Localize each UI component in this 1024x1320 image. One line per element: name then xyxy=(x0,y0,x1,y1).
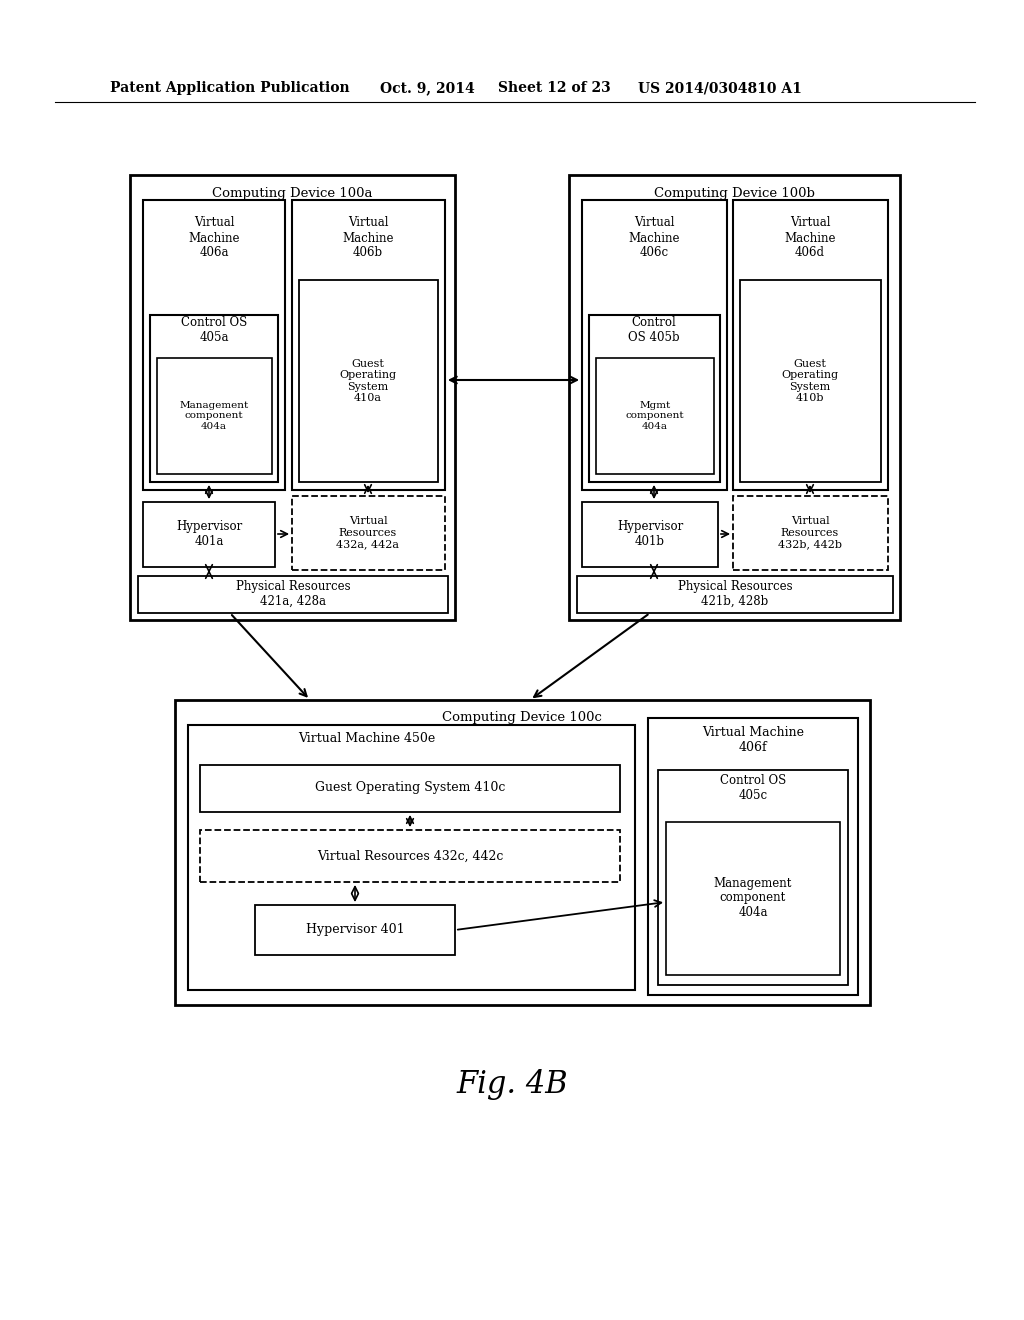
Text: Physical Resources
421a, 428a: Physical Resources 421a, 428a xyxy=(236,579,350,609)
Text: Fig. 4B: Fig. 4B xyxy=(456,1069,568,1101)
Text: Guest
Operating
System
410b: Guest Operating System 410b xyxy=(781,359,839,404)
Bar xyxy=(299,280,438,482)
Bar xyxy=(143,502,275,568)
Text: Virtual Machine 450e: Virtual Machine 450e xyxy=(298,733,435,746)
Text: Hypervisor 401: Hypervisor 401 xyxy=(306,924,404,936)
Bar xyxy=(188,725,635,990)
Text: Control
OS 405b: Control OS 405b xyxy=(628,315,680,345)
Bar xyxy=(200,766,620,812)
Bar xyxy=(143,201,285,490)
Text: Computing Device 100a: Computing Device 100a xyxy=(212,186,373,199)
Bar xyxy=(569,176,900,620)
Text: Guest
Operating
System
410a: Guest Operating System 410a xyxy=(339,359,396,404)
Bar xyxy=(589,315,720,482)
Bar xyxy=(733,496,888,570)
Text: Control OS
405a: Control OS 405a xyxy=(181,315,247,345)
Text: Hypervisor
401b: Hypervisor 401b xyxy=(616,520,683,548)
Bar xyxy=(733,201,888,490)
Text: Mgmt
component
404a: Mgmt component 404a xyxy=(626,401,684,430)
Text: Virtual Machine
406f: Virtual Machine 406f xyxy=(702,726,804,754)
Text: Virtual
Machine
406a: Virtual Machine 406a xyxy=(188,216,240,260)
Bar xyxy=(150,315,278,482)
Bar xyxy=(292,496,445,570)
Bar xyxy=(582,201,727,490)
Text: Management
component
404a: Management component 404a xyxy=(179,401,249,430)
Bar xyxy=(200,830,620,882)
Bar xyxy=(157,358,272,474)
Bar xyxy=(577,576,893,612)
Bar xyxy=(130,176,455,620)
Bar xyxy=(596,358,714,474)
Text: Virtual
Resources
432b, 442b: Virtual Resources 432b, 442b xyxy=(778,516,842,549)
Bar xyxy=(740,280,881,482)
Bar xyxy=(658,770,848,985)
Text: Guest Operating System 410c: Guest Operating System 410c xyxy=(314,781,505,795)
Bar xyxy=(648,718,858,995)
Bar xyxy=(292,201,445,490)
Text: Virtual
Resources
432a, 442a: Virtual Resources 432a, 442a xyxy=(337,516,399,549)
Text: Sheet 12 of 23: Sheet 12 of 23 xyxy=(498,81,610,95)
Text: Virtual
Machine
406c: Virtual Machine 406c xyxy=(629,216,680,260)
Text: US 2014/0304810 A1: US 2014/0304810 A1 xyxy=(638,81,802,95)
Text: Control OS
405c: Control OS 405c xyxy=(720,774,786,803)
Text: Computing Device 100c: Computing Device 100c xyxy=(442,711,602,725)
Text: Management
component
404a: Management component 404a xyxy=(714,876,793,920)
Bar xyxy=(175,700,870,1005)
Bar xyxy=(138,576,449,612)
Bar xyxy=(666,822,840,975)
Bar xyxy=(255,906,455,954)
Text: Physical Resources
421b, 428b: Physical Resources 421b, 428b xyxy=(678,579,793,609)
Text: Computing Device 100b: Computing Device 100b xyxy=(653,186,814,199)
Text: Hypervisor
401a: Hypervisor 401a xyxy=(176,520,242,548)
Text: Oct. 9, 2014: Oct. 9, 2014 xyxy=(380,81,475,95)
Bar xyxy=(582,502,718,568)
Text: Virtual Resources 432c, 442c: Virtual Resources 432c, 442c xyxy=(316,850,503,862)
Text: Virtual
Machine
406d: Virtual Machine 406d xyxy=(784,216,836,260)
Text: Virtual
Machine
406b: Virtual Machine 406b xyxy=(342,216,394,260)
Text: Patent Application Publication: Patent Application Publication xyxy=(110,81,349,95)
